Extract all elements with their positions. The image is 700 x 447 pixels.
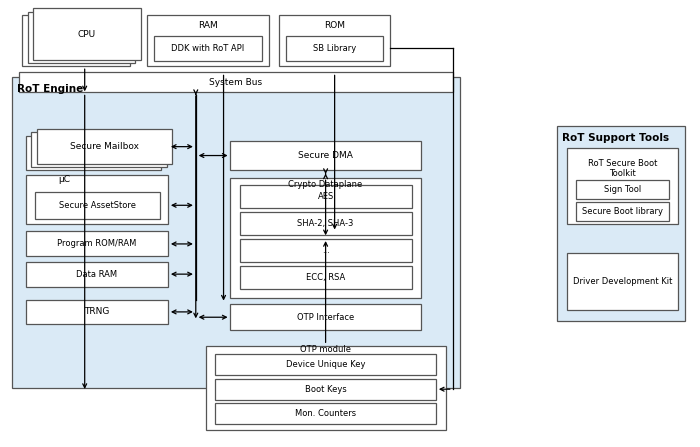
Text: Boot Keys: Boot Keys bbox=[304, 385, 346, 394]
Text: OTP Interface: OTP Interface bbox=[297, 313, 354, 322]
Text: SB Library: SB Library bbox=[313, 44, 356, 53]
Bar bbox=[34, 8, 141, 59]
Bar bbox=[19, 72, 453, 93]
Bar bbox=[35, 191, 160, 219]
Text: Program ROM/RAM: Program ROM/RAM bbox=[57, 240, 136, 249]
Bar bbox=[239, 239, 412, 262]
Text: Crypto Dataplane: Crypto Dataplane bbox=[288, 180, 363, 189]
Text: RAM: RAM bbox=[197, 21, 218, 30]
Bar bbox=[239, 185, 412, 208]
Text: SHA-2, SHA-3: SHA-2, SHA-3 bbox=[298, 219, 354, 228]
Bar bbox=[26, 135, 161, 170]
Bar bbox=[12, 77, 460, 388]
Bar bbox=[37, 129, 172, 164]
Bar bbox=[286, 36, 383, 61]
Text: Secure AssetStore: Secure AssetStore bbox=[59, 201, 136, 210]
Bar bbox=[26, 232, 168, 256]
Text: Sign Tool: Sign Tool bbox=[604, 185, 641, 194]
Text: System Bus: System Bus bbox=[209, 78, 262, 87]
Text: Driver Development Kit: Driver Development Kit bbox=[573, 277, 673, 286]
Bar bbox=[230, 141, 421, 170]
Bar bbox=[215, 403, 436, 424]
Bar bbox=[567, 253, 678, 310]
Bar bbox=[567, 148, 678, 224]
Bar bbox=[576, 180, 669, 199]
Text: Secure DMA: Secure DMA bbox=[298, 151, 353, 160]
Bar bbox=[215, 354, 436, 375]
Bar bbox=[576, 202, 669, 221]
Bar bbox=[230, 304, 421, 330]
Bar bbox=[154, 36, 262, 61]
Text: OTP module: OTP module bbox=[300, 345, 351, 354]
Bar bbox=[26, 300, 168, 325]
Bar bbox=[279, 15, 390, 66]
Bar bbox=[556, 126, 685, 321]
Bar bbox=[22, 15, 130, 66]
Bar bbox=[26, 175, 168, 224]
Bar bbox=[239, 266, 412, 289]
Bar bbox=[28, 12, 135, 63]
Bar bbox=[26, 262, 168, 287]
Text: μC: μC bbox=[58, 175, 70, 184]
Bar bbox=[239, 212, 412, 235]
Bar bbox=[230, 178, 421, 298]
Text: Data RAM: Data RAM bbox=[76, 270, 117, 278]
Bar bbox=[215, 379, 436, 400]
Text: TRNG: TRNG bbox=[84, 308, 109, 316]
Text: ...: ... bbox=[322, 246, 330, 255]
Text: AES: AES bbox=[318, 192, 334, 201]
Text: ECC, RSA: ECC, RSA bbox=[306, 273, 345, 282]
Text: Device Unique Key: Device Unique Key bbox=[286, 360, 365, 369]
Text: RoT Engine: RoT Engine bbox=[18, 84, 83, 94]
Text: CPU: CPU bbox=[78, 30, 96, 39]
Text: DDK with RoT API: DDK with RoT API bbox=[171, 44, 244, 53]
Bar bbox=[206, 346, 446, 430]
Text: ROM: ROM bbox=[324, 21, 345, 30]
Text: Mon. Counters: Mon. Counters bbox=[295, 409, 356, 418]
Text: Secure Mailbox: Secure Mailbox bbox=[69, 142, 139, 151]
Text: RoT Secure Boot
Toolkit: RoT Secure Boot Toolkit bbox=[588, 159, 657, 178]
Bar bbox=[147, 15, 269, 66]
Text: RoT Support Tools: RoT Support Tools bbox=[562, 133, 669, 143]
Text: Secure Boot library: Secure Boot library bbox=[582, 207, 663, 216]
Bar bbox=[32, 132, 167, 167]
